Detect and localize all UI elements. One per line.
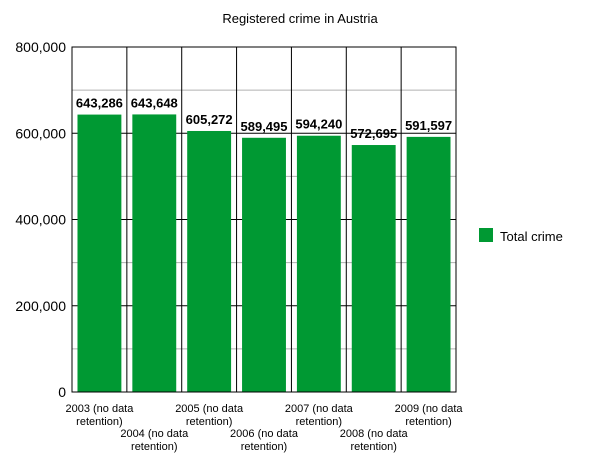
x-tick-label-4: 2007 (no data retention) xyxy=(285,403,354,428)
y-tick-label: 200,000 xyxy=(15,298,66,314)
x-tick-label-0: 2003 (no data retention) xyxy=(65,403,134,428)
x-axis-ticks: 2003 (no data retention)2004 (no data rete… xyxy=(65,403,463,453)
y-tick-label: 400,000 xyxy=(15,212,66,228)
plot-area-frame xyxy=(71,46,457,393)
data-label-5: 572,695 xyxy=(350,126,397,141)
data-label-1: 643,648 xyxy=(131,95,178,110)
data-label-4: 594,240 xyxy=(295,117,342,132)
data-label-0: 643,286 xyxy=(76,96,123,111)
y-tick-label: 800,000 xyxy=(15,39,66,55)
data-label-2: 605,272 xyxy=(186,112,233,127)
data-label-group: 643,286 643,648 605,272 589,495 594,240 572,6… xyxy=(76,95,452,141)
data-label-3: 589,495 xyxy=(241,119,288,134)
y-tick-label: 0 xyxy=(58,384,66,400)
x-tick-label-1: 2004 (no data retention) xyxy=(120,428,189,453)
bar-group xyxy=(77,114,451,393)
x-tick-label-2: 2005 (no data retention) xyxy=(175,403,244,428)
legend-swatch-total-crime xyxy=(479,228,493,242)
legend-label-total-crime: Total crime xyxy=(500,229,563,244)
bar-5 xyxy=(351,145,396,392)
data-label-6: 591,597 xyxy=(405,118,452,133)
y-axis-ticks: 0 200,000 400,000 600,000 800,000 xyxy=(15,39,66,400)
chart-title: Registered crime in Austria xyxy=(222,11,378,26)
x-tick-label-6: 2009 (no data retention) xyxy=(395,403,464,428)
bar-3 xyxy=(242,137,286,392)
legend: Total crime xyxy=(479,228,563,244)
bar-6 xyxy=(406,136,451,392)
bar-4 xyxy=(296,135,341,392)
x-tick-label-5: 2008 (no data retention) xyxy=(340,428,409,453)
y-tick-label: 600,000 xyxy=(15,125,66,141)
bar-1 xyxy=(132,114,177,392)
x-tick-label-3: 2006 (no data retention) xyxy=(230,428,299,453)
bar-2 xyxy=(187,130,232,393)
bar-0 xyxy=(77,114,122,392)
